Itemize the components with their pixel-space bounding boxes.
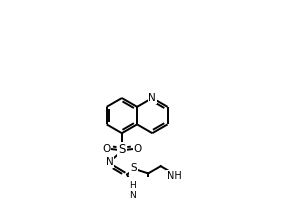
Text: H
N: H N xyxy=(129,181,136,200)
Text: N: N xyxy=(106,157,113,167)
Text: N: N xyxy=(148,93,156,103)
Text: S: S xyxy=(118,143,126,156)
Text: O: O xyxy=(102,144,110,154)
Text: S: S xyxy=(130,163,137,173)
Text: NH: NH xyxy=(167,171,182,181)
Text: O: O xyxy=(134,144,142,154)
